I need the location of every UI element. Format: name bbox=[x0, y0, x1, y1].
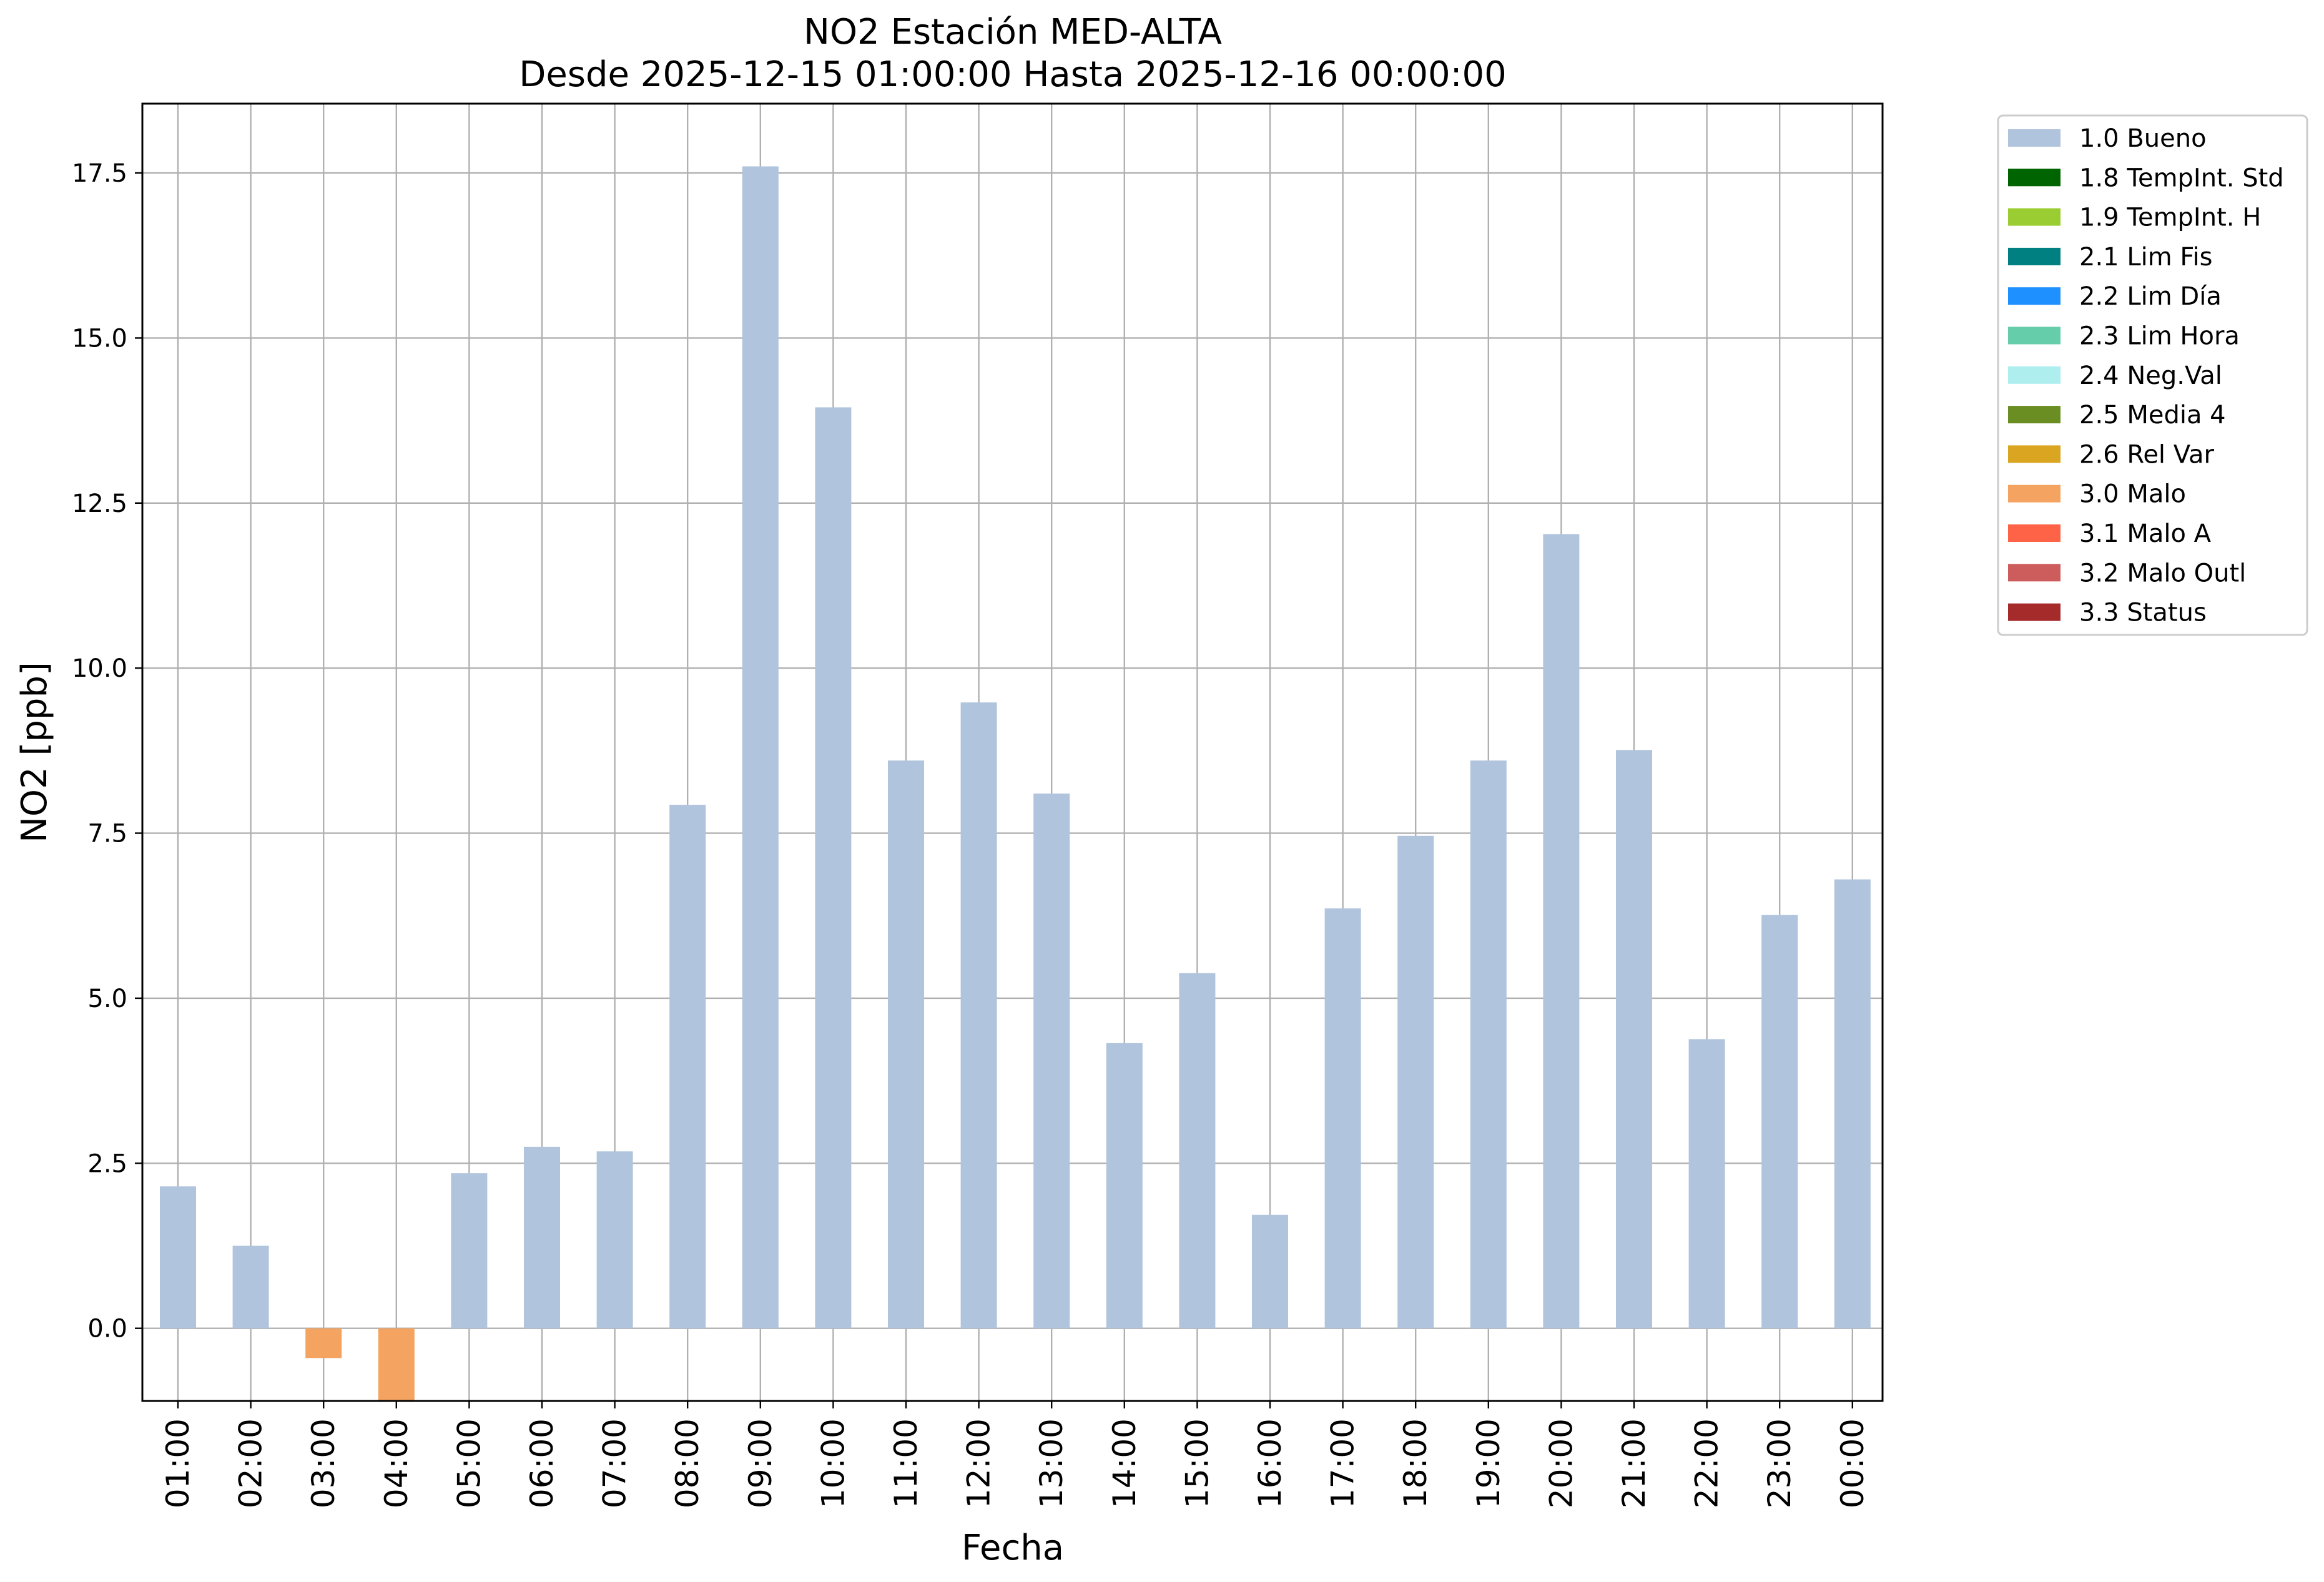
x-axis: 01:00 02:00 03:00 04:00 05:00 06:00 07:00 08:00… bbox=[160, 1401, 1871, 1508]
x-tick-label: 00:00 bbox=[1834, 1418, 1871, 1508]
y-tick-label: 17.5 bbox=[72, 159, 127, 188]
legend-label: 3.1 Malo A bbox=[2079, 519, 2212, 548]
y-tick-label: 10.0 bbox=[72, 654, 127, 683]
bar-2100 bbox=[1616, 750, 1652, 1329]
legend-label: 1.9 TempInt. H bbox=[2079, 204, 2261, 232]
x-tick-label: 06:00 bbox=[524, 1418, 560, 1508]
y-tick-label: 12.5 bbox=[72, 489, 127, 518]
legend-swatch bbox=[2008, 287, 2061, 305]
legend-label: 2.5 Media 4 bbox=[2079, 401, 2226, 430]
bar-0400 bbox=[378, 1328, 415, 1401]
y-tick-label: 0.0 bbox=[87, 1315, 127, 1344]
bar-0800 bbox=[669, 805, 706, 1329]
legend-label: 1.8 TempInt. Std bbox=[2079, 164, 2284, 192]
bar-1300 bbox=[1033, 793, 1070, 1329]
x-tick-label: 22:00 bbox=[1689, 1418, 1725, 1508]
legend-swatch bbox=[2008, 603, 2061, 621]
bar-1600 bbox=[1252, 1214, 1288, 1329]
x-tick-label: 11:00 bbox=[888, 1418, 924, 1508]
x-axis-label: Fecha bbox=[962, 1528, 1064, 1568]
chart-title-group: NO2 Estación MED-ALTA Desde 2025-12-15 0… bbox=[519, 12, 1507, 95]
legend-swatch bbox=[2008, 169, 2061, 187]
bar-1000 bbox=[815, 407, 852, 1329]
legend-label: 2.2 Lim Día bbox=[2079, 282, 2222, 311]
bar-0900 bbox=[742, 166, 779, 1329]
bar-0600 bbox=[524, 1146, 560, 1329]
chart-subtitle: Desde 2025-12-15 01:00:00 Hasta 2025-12-… bbox=[519, 54, 1507, 95]
legend-label: 1.0 Bueno bbox=[2079, 124, 2207, 153]
bar-0200 bbox=[232, 1245, 269, 1329]
x-tick-label: 20:00 bbox=[1543, 1418, 1579, 1508]
x-tick-label: 16:00 bbox=[1252, 1418, 1288, 1508]
legend-label: 3.3 Status bbox=[2079, 599, 2207, 627]
bar-0000 bbox=[1834, 879, 1871, 1329]
x-tick-label: 04:00 bbox=[378, 1418, 415, 1508]
x-tick-label: 14:00 bbox=[1106, 1418, 1143, 1508]
y-tick-label: 7.5 bbox=[87, 820, 127, 848]
x-tick-label: 17:00 bbox=[1325, 1418, 1361, 1508]
bars-group bbox=[160, 166, 1871, 1401]
bar-1900 bbox=[1470, 760, 1507, 1329]
legend-label: 2.1 Lim Fis bbox=[2079, 243, 2212, 272]
legend-swatch bbox=[2008, 247, 2061, 265]
x-tick-label: 07:00 bbox=[597, 1418, 633, 1508]
x-tick-label: 08:00 bbox=[669, 1418, 706, 1508]
x-tick-label: 05:00 bbox=[451, 1418, 487, 1508]
x-tick-label: 13:00 bbox=[1033, 1418, 1070, 1508]
legend-swatch bbox=[2008, 564, 2061, 582]
x-tick-label: 03:00 bbox=[305, 1418, 342, 1508]
bar-0300 bbox=[305, 1328, 342, 1358]
x-tick-label: 09:00 bbox=[742, 1418, 779, 1508]
x-tick-label: 18:00 bbox=[1397, 1418, 1434, 1508]
legend-swatch bbox=[2008, 524, 2061, 542]
bar-2000 bbox=[1543, 534, 1580, 1329]
legend: 1.0 Bueno 1.8 TempInt. Std 1.9 TempInt. H 2… bbox=[1997, 114, 2308, 636]
x-tick-label: 19:00 bbox=[1470, 1418, 1507, 1508]
y-axis: 0.0 2.5 5.0 7.5 10.0 12.5 15.0 17.5 bbox=[72, 159, 142, 1344]
legend-label: 2.3 Lim Hora bbox=[2079, 322, 2240, 351]
chart-title: NO2 Estación MED-ALTA bbox=[804, 12, 1222, 52]
x-tick-label: 12:00 bbox=[961, 1418, 997, 1508]
bar-0700 bbox=[596, 1151, 633, 1329]
x-tick-label: 21:00 bbox=[1616, 1418, 1652, 1508]
y-tick-label: 2.5 bbox=[87, 1149, 127, 1178]
legend-frame bbox=[1997, 114, 2308, 636]
bar-1800 bbox=[1397, 835, 1434, 1329]
bar-2200 bbox=[1688, 1039, 1725, 1329]
legend-swatch bbox=[2008, 484, 2061, 503]
legend-label: 2.4 Neg.Val bbox=[2079, 361, 2222, 390]
legend-label: 3.0 Malo bbox=[2079, 480, 2186, 509]
bar-1200 bbox=[960, 702, 997, 1329]
bar-2300 bbox=[1761, 915, 1798, 1329]
legend-swatch bbox=[2008, 129, 2061, 147]
x-tick-label: 15:00 bbox=[1179, 1418, 1215, 1508]
x-tick-label: 02:00 bbox=[233, 1418, 269, 1508]
bar-1500 bbox=[1179, 973, 1216, 1329]
legend-swatch bbox=[2008, 445, 2061, 463]
bar-0100 bbox=[160, 1186, 196, 1329]
y-tick-label: 15.0 bbox=[72, 324, 127, 353]
x-tick-label: 01:00 bbox=[160, 1418, 196, 1508]
y-tick-label: 5.0 bbox=[87, 985, 127, 1013]
x-tick-label: 10:00 bbox=[815, 1418, 851, 1508]
legend-label: 2.6 Rel Var bbox=[2079, 440, 2215, 469]
plot-frame bbox=[141, 102, 1884, 1402]
bar-1400 bbox=[1106, 1043, 1143, 1329]
legend-label: 3.2 Malo Outl bbox=[2079, 559, 2246, 587]
bar-0500 bbox=[451, 1173, 488, 1329]
bar-1700 bbox=[1324, 908, 1361, 1329]
x-tick-label: 23:00 bbox=[1761, 1418, 1798, 1508]
y-axis-label: NO2 [ppb] bbox=[14, 662, 55, 843]
legend-swatch bbox=[2008, 327, 2061, 345]
legend-swatch bbox=[2008, 406, 2061, 424]
legend-swatch bbox=[2008, 366, 2061, 384]
bar-1100 bbox=[888, 760, 924, 1329]
legend-swatch bbox=[2008, 208, 2061, 226]
